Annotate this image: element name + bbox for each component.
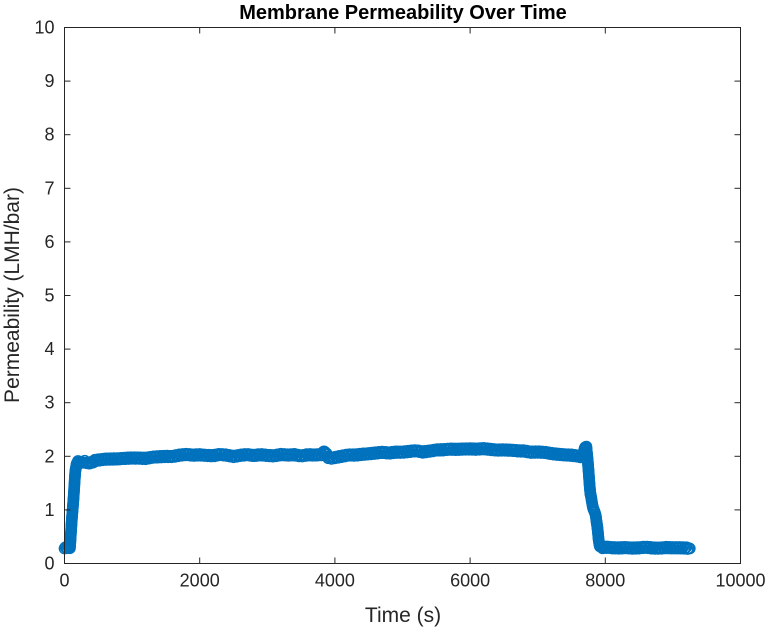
x-tick-label: 8000	[585, 571, 625, 591]
x-axis-label: Time (s)	[365, 604, 441, 627]
x-tick-label: 4000	[315, 571, 355, 591]
x-tick-label: 0	[59, 571, 69, 591]
data-point	[683, 542, 696, 555]
y-axis-ticks: 0 1 2 3 4 5 6 7 8 9 10	[34, 18, 741, 574]
y-tick-label: 8	[44, 125, 54, 145]
x-tick-label: 6000	[450, 571, 490, 591]
x-tick-label: 10000	[715, 571, 765, 591]
series-layer	[58, 440, 696, 555]
y-tick-label: 2	[44, 446, 54, 466]
y-tick-label: 1	[44, 500, 54, 520]
x-tick-label: 2000	[180, 571, 220, 591]
chart-title: Membrane Permeability Over Time	[239, 2, 567, 24]
y-tick-label: 4	[44, 339, 54, 359]
data-point	[678, 542, 691, 555]
y-tick-label: 5	[44, 286, 54, 306]
y-tick-label: 7	[44, 178, 54, 198]
y-tick-label: 10	[34, 18, 54, 38]
y-tick-label: 3	[44, 393, 54, 413]
y-tick-label: 0	[44, 554, 54, 574]
y-tick-label: 9	[44, 71, 54, 91]
y-tick-label: 6	[44, 232, 54, 252]
y-axis-label: Permeability (LMH/bar)	[1, 187, 24, 403]
plot-area-box	[64, 27, 741, 564]
x-axis-ticks: 0 2000 4000 6000 8000 10000	[59, 27, 766, 591]
